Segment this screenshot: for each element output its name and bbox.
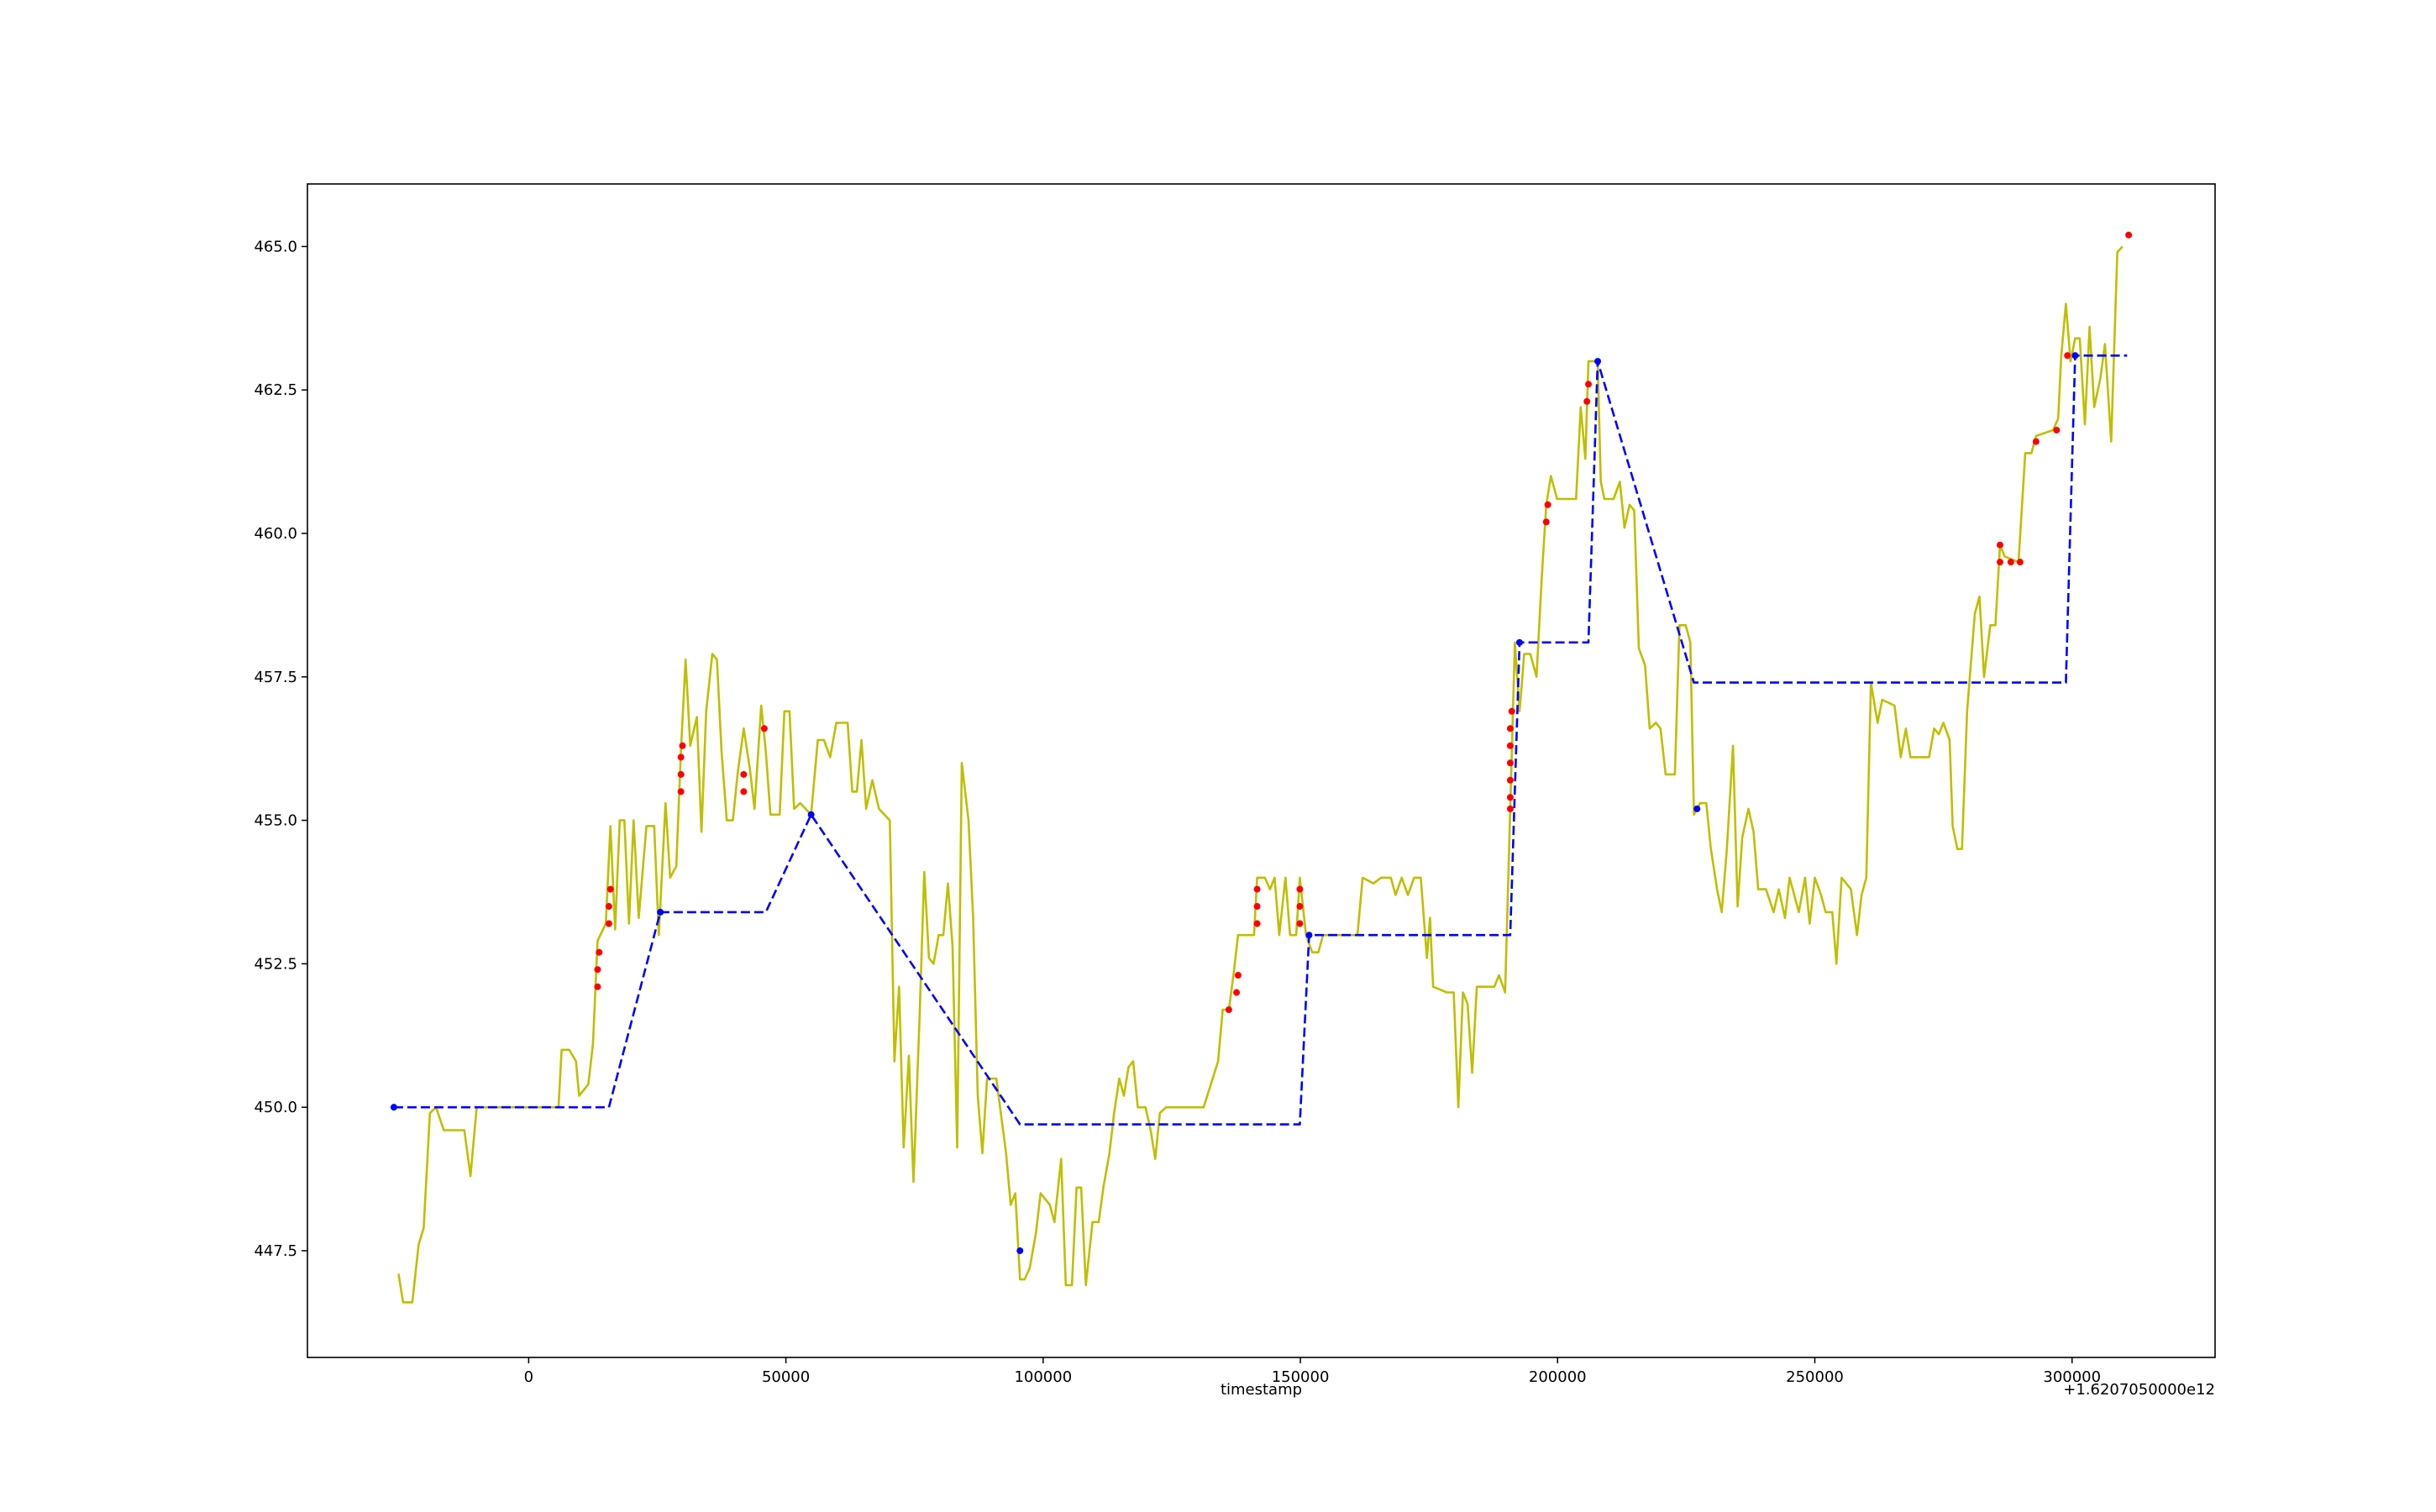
- point: [605, 903, 612, 911]
- point: [2032, 438, 2040, 445]
- point: [1506, 805, 1514, 812]
- point: [1305, 932, 1313, 939]
- x-tick-label: 50000: [762, 1368, 810, 1386]
- point: [760, 725, 768, 732]
- point: [1996, 559, 2003, 566]
- x-tick-label: 100000: [1014, 1368, 1072, 1386]
- point: [1225, 1006, 1232, 1014]
- x-tick-label: 250000: [1786, 1368, 1844, 1386]
- point: [1234, 972, 1242, 979]
- point: [1583, 397, 1591, 405]
- point: [1016, 1247, 1024, 1254]
- point: [677, 753, 685, 761]
- point: [677, 788, 685, 795]
- x-tick-label: 300000: [2043, 1368, 2101, 1386]
- y-tick-label: 455.0: [254, 812, 297, 830]
- point: [2007, 559, 2014, 566]
- y-tick-label: 452.5: [254, 955, 297, 973]
- point: [390, 1104, 397, 1111]
- point: [1585, 381, 1593, 388]
- point: [1253, 885, 1261, 893]
- x-offset-text: +1.6207050000e12: [2063, 1381, 2215, 1399]
- point: [2016, 559, 2024, 566]
- y-tick-label: 460.0: [254, 525, 297, 543]
- point: [1506, 725, 1514, 732]
- point: [1693, 805, 1701, 812]
- y-tick-label: 447.5: [254, 1242, 297, 1260]
- plot-area: [390, 231, 2133, 1304]
- point: [2053, 427, 2061, 434]
- point: [657, 908, 664, 916]
- point: [1544, 501, 1551, 508]
- point: [1253, 903, 1261, 911]
- x-tick-label: 0: [524, 1368, 533, 1386]
- series-line: [393, 354, 2128, 1126]
- point: [606, 885, 614, 893]
- point: [1506, 776, 1514, 784]
- point: [605, 920, 612, 927]
- x-tick-label: 200000: [1529, 1368, 1587, 1386]
- point: [1515, 638, 1523, 646]
- point: [1506, 759, 1514, 767]
- point: [807, 811, 815, 818]
- y-tick-label: 462.5: [254, 381, 297, 399]
- point: [1296, 903, 1304, 911]
- point: [596, 948, 603, 956]
- point: [2064, 352, 2071, 360]
- point: [2125, 231, 2133, 239]
- point: [740, 788, 748, 795]
- point: [1233, 989, 1241, 996]
- point: [1542, 518, 1550, 526]
- point: [1594, 358, 1602, 365]
- x-axis-label: timestamp: [1221, 1381, 1302, 1399]
- axes-frame: [307, 183, 2216, 1358]
- point: [594, 983, 601, 990]
- y-tick-label: 465.0: [254, 238, 297, 255]
- point: [1508, 707, 1515, 715]
- y-tick-label: 450.0: [254, 1099, 297, 1116]
- point: [677, 770, 685, 778]
- point: [1996, 541, 2003, 549]
- point: [1506, 742, 1514, 749]
- point: [1296, 885, 1304, 893]
- point: [1506, 794, 1514, 801]
- point: [679, 742, 686, 749]
- x-tick-label: 150000: [1272, 1368, 1330, 1386]
- point: [2071, 352, 2079, 360]
- series-line: [397, 245, 2124, 1304]
- point: [594, 966, 601, 974]
- point: [1253, 920, 1261, 927]
- point: [740, 770, 748, 778]
- y-tick-label: 457.5: [254, 669, 297, 686]
- point: [1296, 920, 1304, 927]
